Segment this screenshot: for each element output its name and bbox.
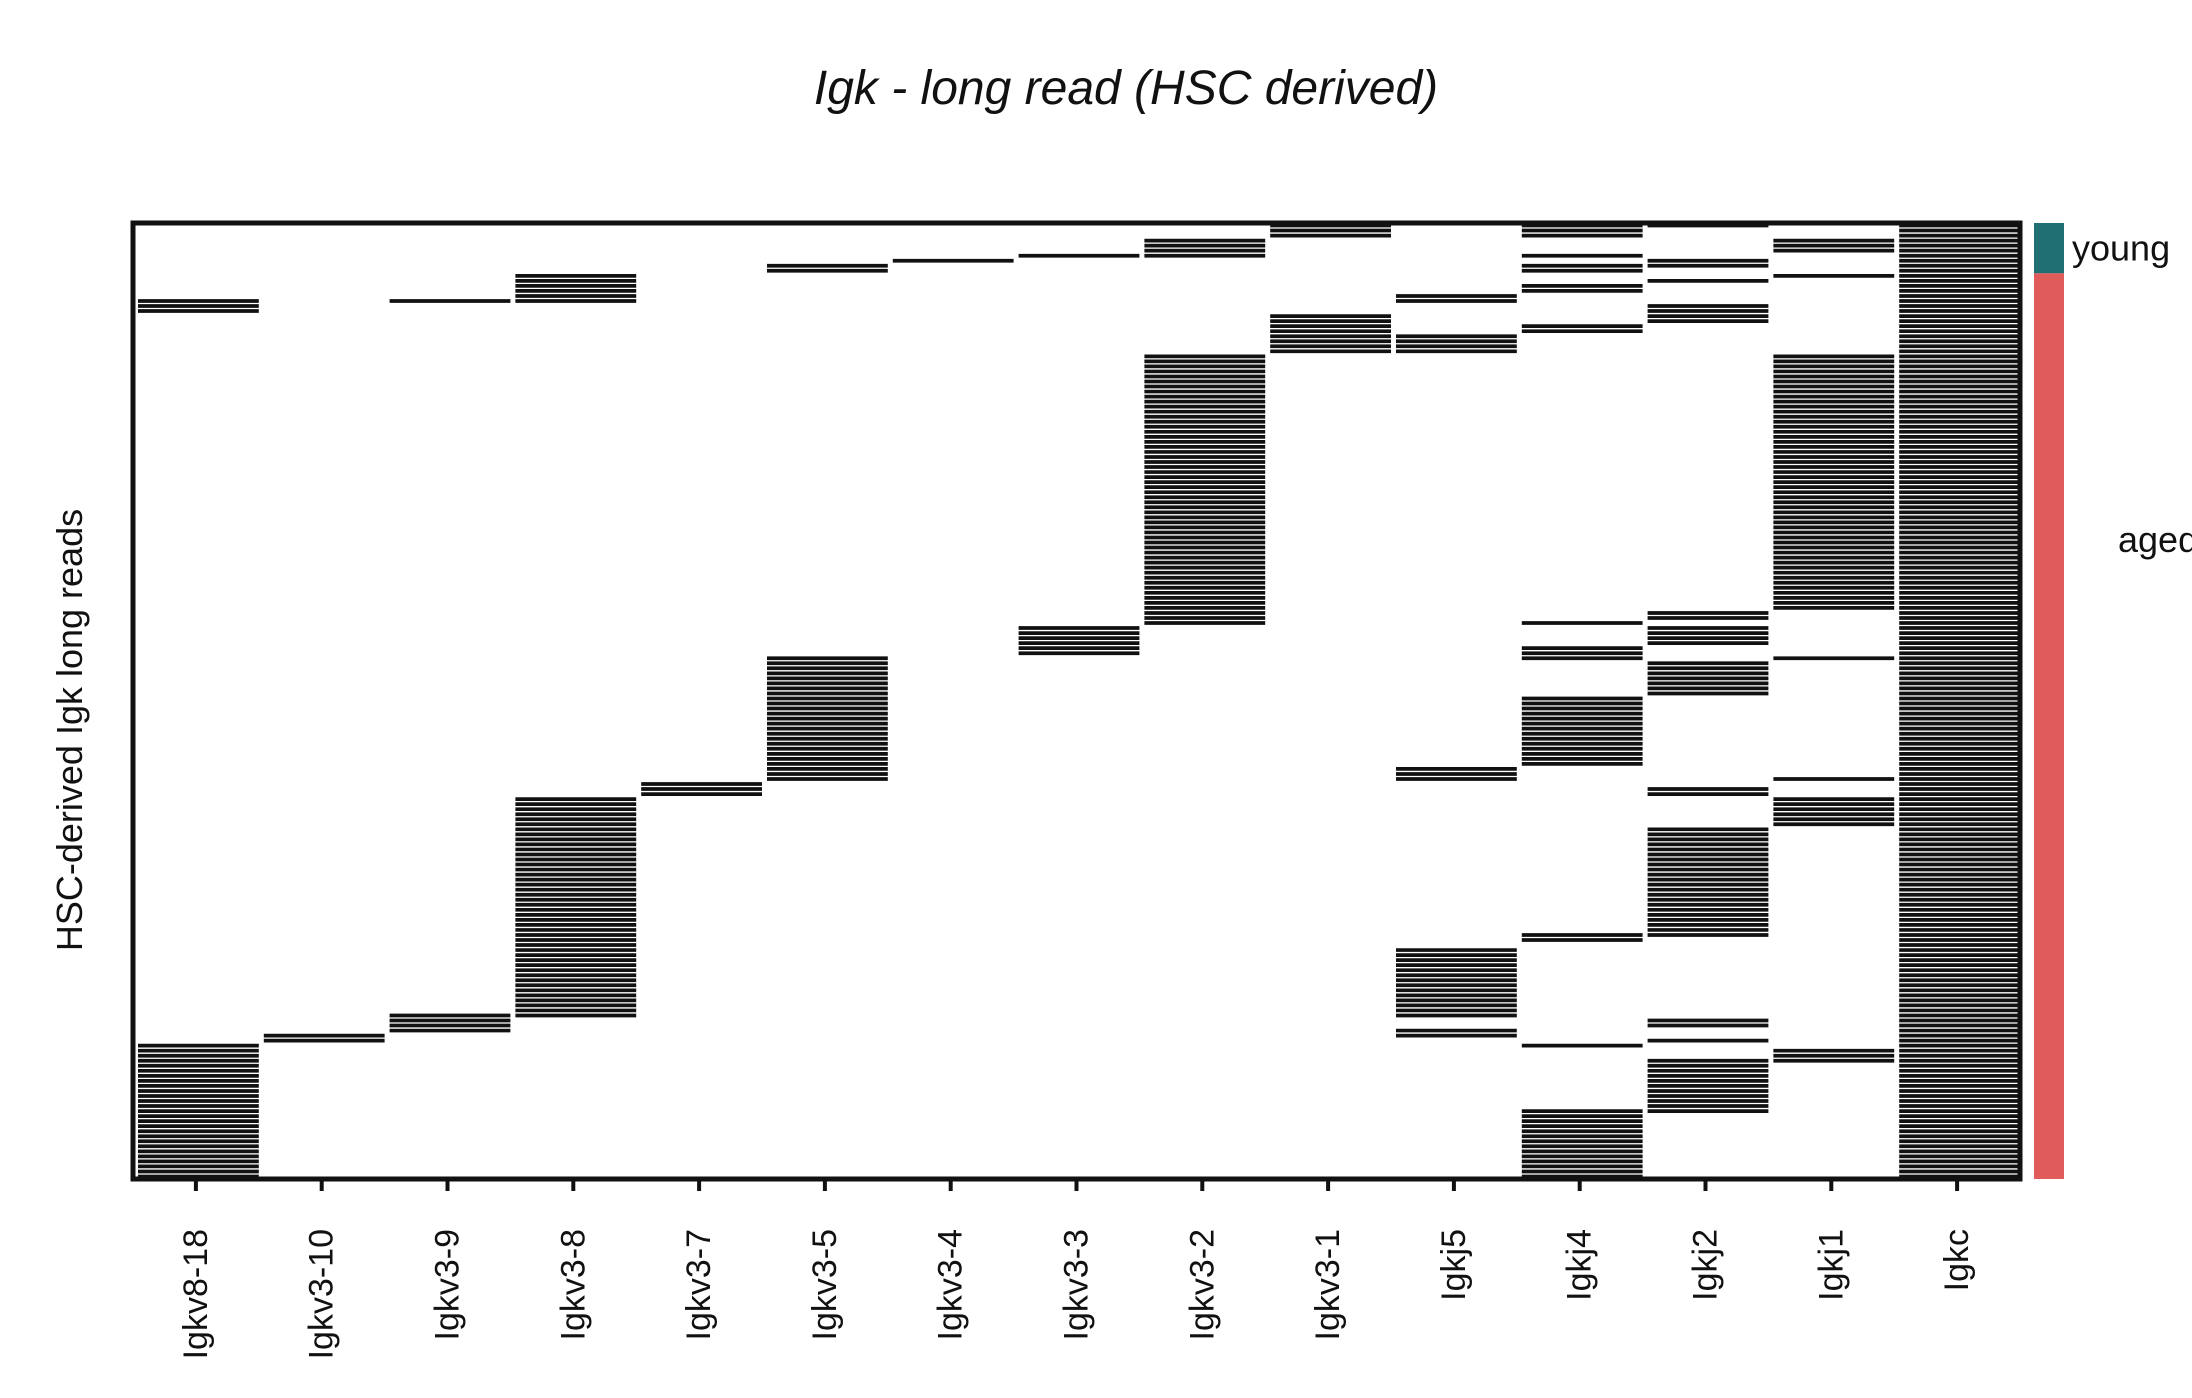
cell-block-igkv8-18-rows-15-18 xyxy=(138,298,259,314)
cell-block-igkj1-rows-164-167 xyxy=(1773,1048,1895,1064)
cell-block-igkj4-rows-6-7 xyxy=(1521,253,1643,259)
group-annotation-bar: young aged xyxy=(2034,223,2192,1179)
chart-title: Igk - long read (HSC derived) xyxy=(814,62,1438,115)
x-tick-label-igkv3-1: Igkv3-1 xyxy=(1309,1229,1347,1341)
cell-block-igkj4-rows-79-80 xyxy=(1521,620,1643,626)
cell-block-igkv3-9-rows-15-16 xyxy=(389,298,511,304)
x-tick-label-igkv8-18: Igkv8-18 xyxy=(177,1229,215,1359)
x-tick-label-igkj1: Igkj1 xyxy=(1812,1229,1850,1301)
cell-block-igkj1-rows-86-87 xyxy=(1773,655,1895,661)
x-axis-ticks: Igkv8-18 Igkv3-10 Igkv3-9 Igkv3-8 Igkv3-7 Igk… xyxy=(177,1179,1976,1359)
cell-block-igkj1-rows-110-111 xyxy=(1773,776,1895,782)
row-separators xyxy=(133,227,2020,1175)
y-axis-label: HSC-derived Igk long reads xyxy=(49,509,90,951)
cell-block-igkj2-rows-11-12 xyxy=(1647,278,1769,284)
plot-frame xyxy=(130,220,2023,1182)
x-tick-label-igkj2: Igkj2 xyxy=(1687,1229,1725,1301)
x-tick-label-igkj4: Igkj4 xyxy=(1561,1229,1599,1301)
x-tick-label-igkc: Igkc xyxy=(1938,1229,1976,1291)
group-label-aged: aged xyxy=(2118,519,2192,560)
cell-block-igkj1-rows-26-77 xyxy=(1773,353,1895,611)
x-tick-label-igkv3-5: Igkv3-5 xyxy=(806,1229,844,1341)
x-tick-label-igkv3-4: Igkv3-4 xyxy=(932,1229,970,1341)
cell-block-igkv3-5-rows-86-111 xyxy=(767,655,888,782)
cell-block-igkj1-rows-10-11 xyxy=(1773,273,1895,279)
cell-block-igkv3-3-rows-6-7 xyxy=(1018,253,1140,259)
cell-block-igkj4-rows-0-3 xyxy=(1521,223,1643,239)
x-tick-label-igkv3-8: Igkv3-8 xyxy=(554,1229,592,1341)
cell-block-igkj4-rows-84-87 xyxy=(1521,645,1643,661)
cell-block-igkv3-1-rows-0-3 xyxy=(1270,223,1391,239)
group-label-young: young xyxy=(2072,228,2170,269)
cell-block-igkj1-rows-3-6 xyxy=(1773,238,1895,254)
group-bar-young xyxy=(2034,223,2064,274)
x-tick-label-igkv3-3: Igkv3-3 xyxy=(1058,1229,1096,1341)
x-tick-label-igkv3-9: Igkv3-9 xyxy=(429,1229,467,1341)
cell-block-igkj5-rows-108-111 xyxy=(1396,766,1517,782)
x-tick-label-igkj5: Igkj5 xyxy=(1435,1229,1473,1301)
cell-block-igkj2-rows-87-94 xyxy=(1647,660,1769,696)
cell-block-igkv3-7-rows-111-114 xyxy=(641,781,762,797)
group-bar-aged xyxy=(2034,273,2064,1179)
x-tick-label-igkv3-7: Igkv3-7 xyxy=(680,1229,718,1341)
cell-block-igkj2-rows-162-163 xyxy=(1647,1038,1769,1044)
cell-block-igkj4-rows-163-164 xyxy=(1521,1043,1643,1049)
x-tick-label-igkv3-2: Igkv3-2 xyxy=(1183,1229,1221,1341)
x-tick-label-igkv3-10: Igkv3-10 xyxy=(303,1229,341,1359)
cell-block-igkj2-rows-0-1 xyxy=(1647,223,1769,229)
cell-block-igkv8-18-rows-163-190 xyxy=(138,1043,259,1179)
cell-block-igkj2-rows-166-177 xyxy=(1647,1058,1769,1114)
cell-block-igkv3-4-rows-7-8 xyxy=(892,258,1014,264)
